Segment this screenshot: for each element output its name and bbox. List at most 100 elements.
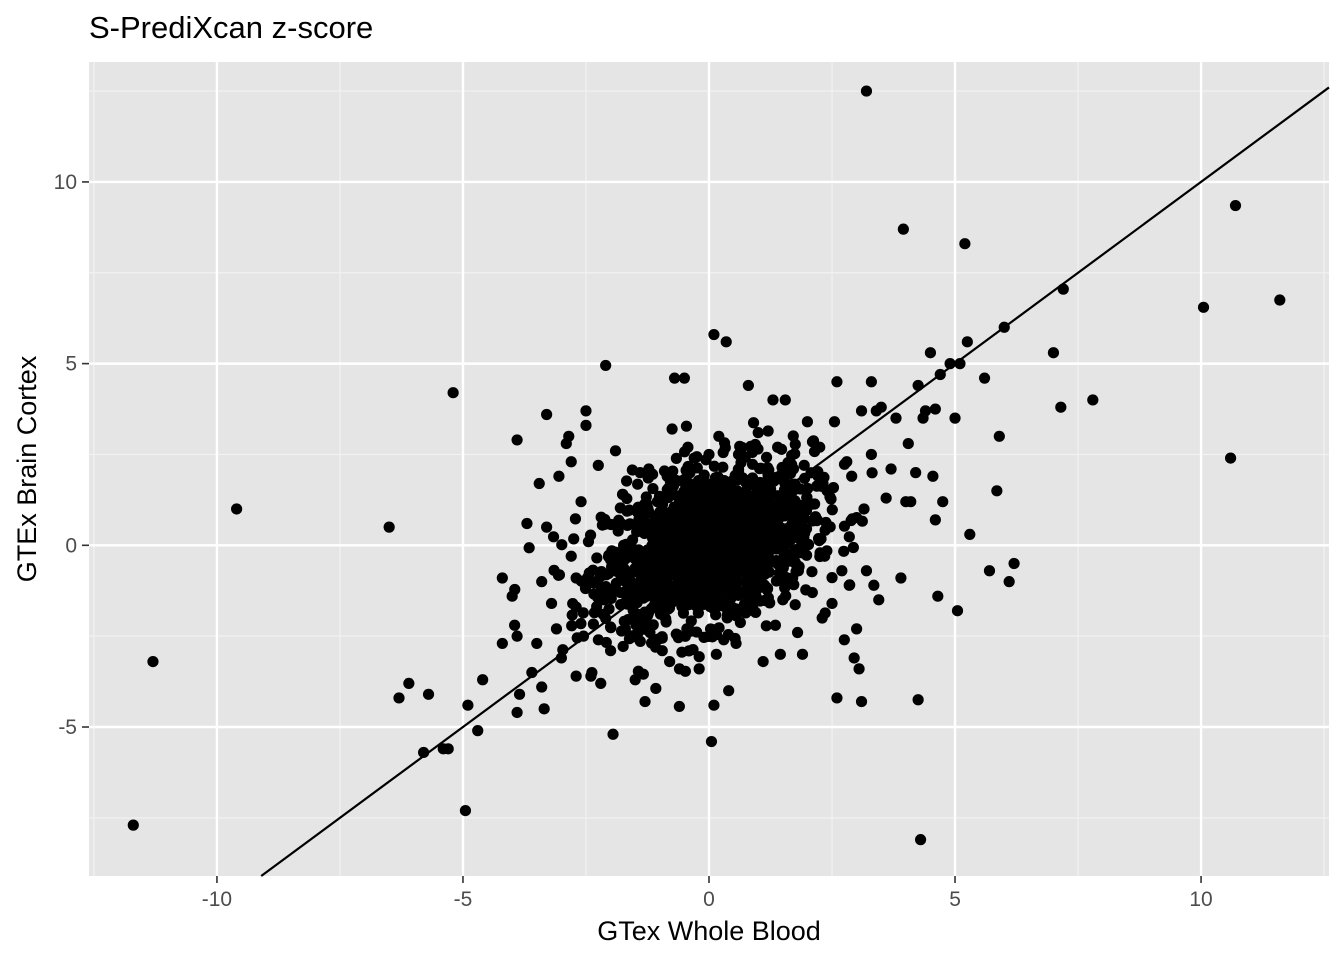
data-point <box>656 645 668 657</box>
data-point <box>447 387 459 399</box>
data-point <box>683 477 695 490</box>
data-point <box>442 743 454 755</box>
data-point <box>462 699 474 711</box>
y-tick-label: 5 <box>65 353 77 376</box>
data-point <box>675 548 687 560</box>
data-point <box>588 588 600 600</box>
data-point <box>779 582 791 594</box>
data-point <box>720 336 732 348</box>
data-point <box>674 530 687 542</box>
data-point <box>566 620 578 632</box>
data-point <box>666 423 678 435</box>
data-point <box>875 401 887 413</box>
data-point <box>791 626 804 639</box>
data-point <box>752 427 764 439</box>
data-point <box>565 456 577 468</box>
data-point <box>910 467 922 479</box>
data-point <box>820 516 832 529</box>
data-point <box>696 540 708 553</box>
data-point <box>732 589 744 601</box>
data-point <box>710 648 722 660</box>
data-point <box>680 420 693 432</box>
data-point <box>1224 452 1237 464</box>
data-point <box>858 503 870 515</box>
data-point <box>664 655 676 668</box>
data-point <box>787 430 799 442</box>
data-point <box>826 572 838 584</box>
data-point <box>798 512 810 524</box>
data-point <box>806 586 818 599</box>
data-point <box>622 544 634 556</box>
data-point <box>660 616 672 628</box>
data-point <box>678 601 690 613</box>
data-point <box>722 504 734 516</box>
data-point <box>523 542 535 554</box>
data-point <box>600 517 612 530</box>
data-point <box>723 685 735 697</box>
data-point <box>708 460 720 472</box>
chart-title: S-PrediXcan z-score <box>89 10 373 45</box>
data-point <box>937 496 949 508</box>
data-point <box>697 485 709 497</box>
data-point <box>592 634 604 646</box>
data-point <box>521 517 533 530</box>
data-point <box>1057 283 1069 295</box>
data-point <box>638 527 651 540</box>
data-point <box>650 682 662 695</box>
data-point <box>708 699 720 711</box>
data-point <box>555 652 567 664</box>
data-point <box>678 372 690 384</box>
data-point <box>753 573 765 586</box>
data-point <box>762 507 774 519</box>
data-point <box>739 576 752 588</box>
data-point <box>545 597 558 610</box>
data-point <box>991 485 1003 497</box>
data-point <box>1055 401 1067 413</box>
data-point <box>721 609 733 621</box>
data-point <box>538 703 550 715</box>
data-point <box>751 481 763 493</box>
data-point <box>688 452 700 464</box>
data-point <box>637 553 649 566</box>
data-point <box>477 674 489 686</box>
data-point <box>459 804 472 817</box>
data-point <box>841 456 853 468</box>
data-point <box>1008 557 1020 570</box>
data-point <box>801 492 813 504</box>
data-point <box>614 586 627 599</box>
data-point <box>816 612 828 624</box>
data-point <box>585 670 597 682</box>
data-point <box>806 566 818 578</box>
y-axis-ticks: -5 0 5 10 <box>54 171 89 739</box>
major-gridlines <box>89 62 1329 876</box>
data-point <box>597 608 609 620</box>
data-point <box>737 554 750 566</box>
data-point <box>787 481 799 494</box>
data-point <box>670 452 682 464</box>
data-point <box>580 419 592 431</box>
data-point <box>765 555 777 567</box>
data-point <box>846 470 858 482</box>
data-point <box>742 379 754 392</box>
data-point <box>993 430 1005 442</box>
data-point <box>796 542 808 555</box>
data-point <box>855 695 868 708</box>
data-point <box>794 499 806 511</box>
data-point <box>819 550 831 562</box>
data-point <box>902 437 914 450</box>
data-point <box>656 631 668 643</box>
data-point <box>668 591 680 603</box>
data-point <box>789 557 801 569</box>
data-point <box>590 576 602 588</box>
data-point <box>905 496 917 508</box>
data-point <box>606 585 618 597</box>
data-point <box>629 553 641 565</box>
data-point <box>774 648 786 660</box>
data-point <box>762 462 774 474</box>
data-point <box>509 619 521 631</box>
data-point <box>621 519 634 532</box>
data-point <box>591 552 603 564</box>
data-point <box>733 467 745 479</box>
data-point <box>647 600 660 612</box>
data-point <box>644 626 656 639</box>
